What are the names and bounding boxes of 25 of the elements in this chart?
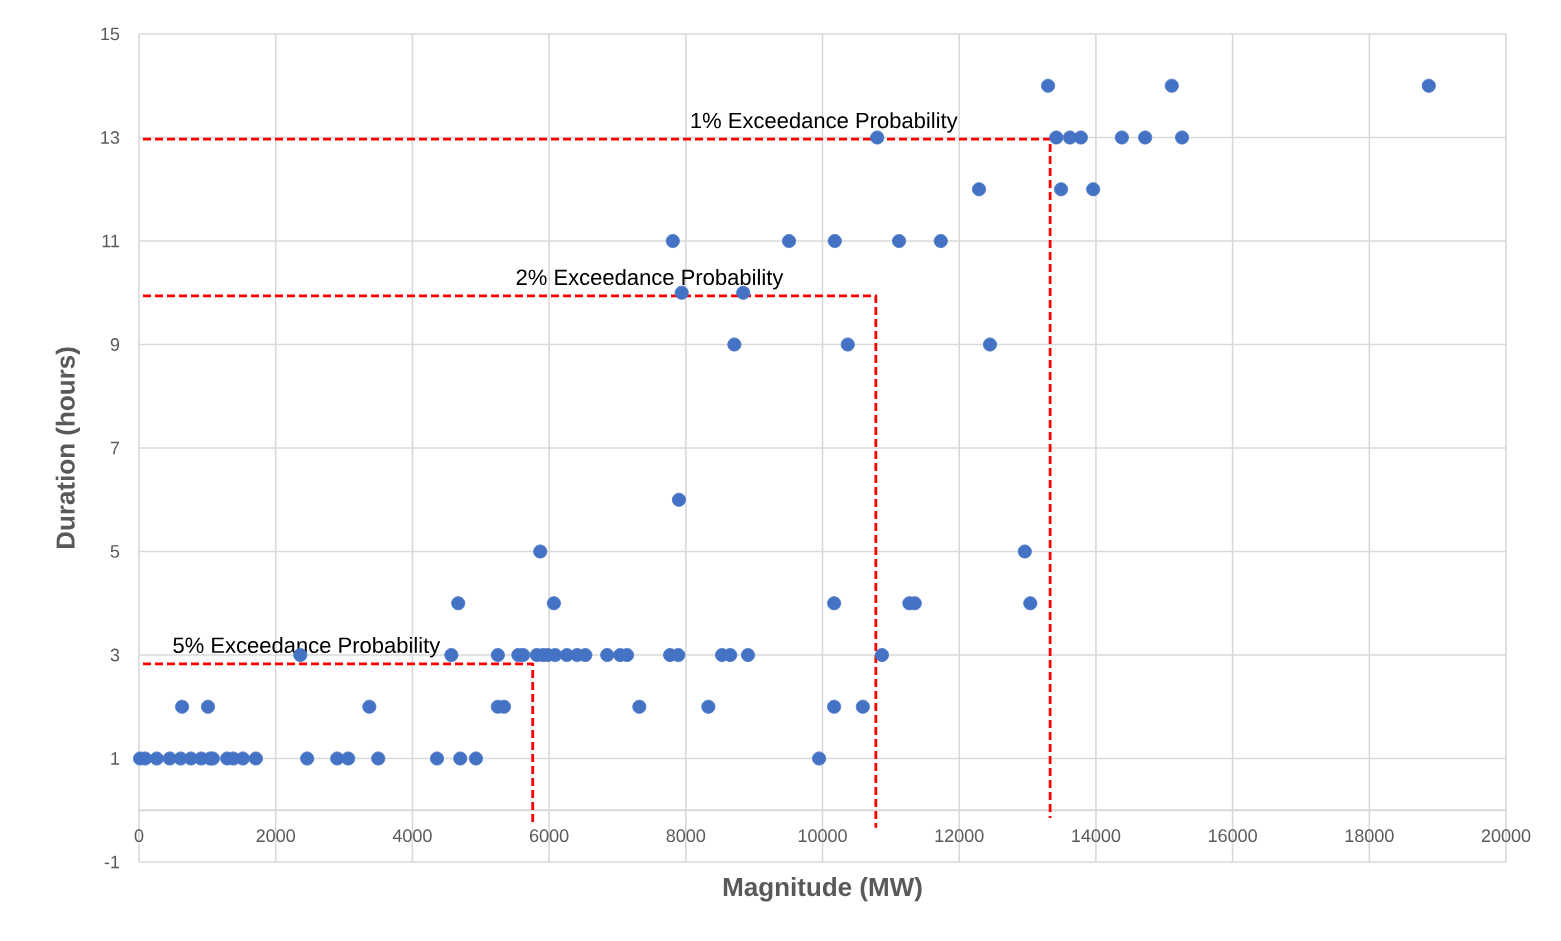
x-tick-label: 4000 (392, 829, 432, 843)
x-tick-label: 12000 (935, 829, 984, 843)
series-label: 2% Exceedance Probability (516, 268, 784, 290)
x-tick-label: 14000 (1072, 829, 1121, 843)
x-tick-label: 2000 (256, 829, 296, 843)
y-tick-label: 15 (101, 27, 120, 41)
x-tick-label: 8000 (666, 829, 706, 843)
x-tick-label: 16000 (1208, 829, 1257, 843)
y-tick-label: 5 (110, 545, 120, 558)
y-tick-label: 3 (110, 648, 120, 662)
x-tick-label: 20000 (1481, 829, 1531, 843)
y-tick-label: 13 (101, 131, 120, 144)
series-label: 1% Exceedance Probability (691, 112, 958, 133)
series-label: 5% Exceedance Probability (173, 636, 441, 658)
x-tick-label: 6000 (530, 829, 569, 843)
x-tick-label: 18000 (1345, 829, 1394, 843)
x-axis-title: Magnitude (MW) (723, 877, 922, 902)
y-tick-label: 11 (102, 234, 120, 248)
x-tick-label: 0 (134, 829, 144, 843)
y-tick-label: 9 (110, 338, 120, 351)
x-tick-label: 10000 (798, 829, 847, 843)
y-axis-title: Duration (hours) (55, 347, 80, 549)
y-tick-label: 1 (111, 752, 120, 765)
y-tick-label: 7 (110, 441, 120, 455)
y-tick-label: -1 (104, 855, 120, 869)
